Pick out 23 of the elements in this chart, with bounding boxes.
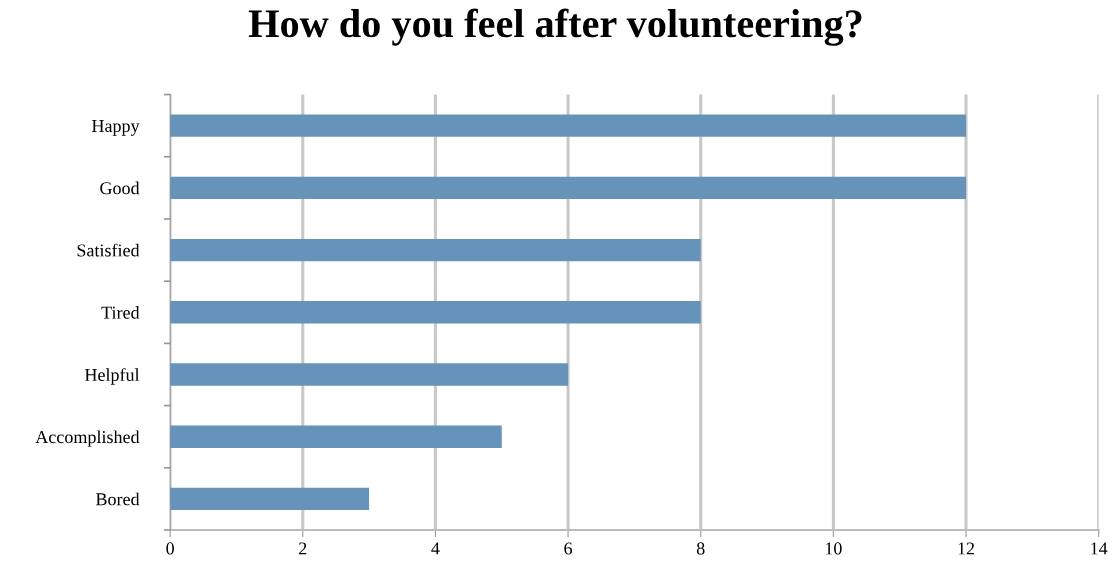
chart-title: How do you feel after volunteering? [248,8,862,46]
y-tick-label: Bored [95,492,140,506]
x-tick-label: 14 [1091,542,1108,555]
x-tick-label: 12 [958,542,975,555]
x-tick-label: 8 [696,542,705,555]
bar [170,363,569,386]
y-tick-label: Accomplished [35,430,140,447]
bar [170,425,502,448]
x-tick-label: 6 [564,542,573,555]
y-tick-label: Satisfied [77,243,140,257]
bar [170,301,701,324]
x-tick-label: 2 [299,542,307,555]
bar [170,487,370,511]
y-tick-label: Good [100,181,140,195]
bar [170,176,967,200]
y-tick-label: Happy [91,120,140,136]
y-tick-label: Tired [101,306,140,319]
y-tick-label: Helpful [84,368,140,385]
x-tick-label: 10 [825,542,842,555]
bar [170,238,701,262]
x-tick-label: 4 [431,542,440,555]
x-tick-label: 0 [166,542,174,555]
bar [170,114,967,137]
